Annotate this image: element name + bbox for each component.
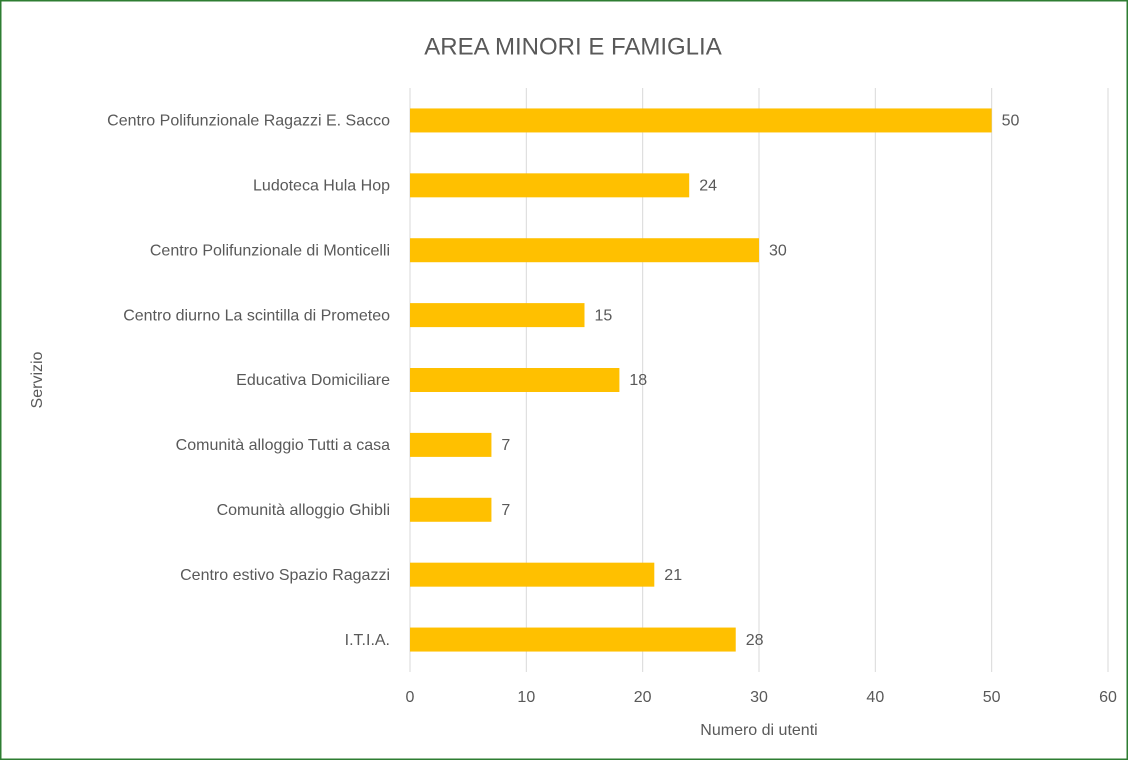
bar — [410, 368, 620, 392]
x-tick-label: 60 — [1099, 689, 1117, 706]
bar — [410, 627, 736, 652]
y-tick-label: I.T.I.A. — [345, 632, 390, 649]
bar — [410, 303, 585, 328]
x-tick-label: 50 — [983, 689, 1001, 706]
x-tick-label: 10 — [517, 689, 535, 706]
data-label: 28 — [746, 632, 764, 649]
y-tick-label: Comunità alloggio Tutti a casa — [176, 437, 390, 454]
bar — [410, 562, 655, 587]
y-tick-label: Centro Polifunzionale di Monticelli — [150, 242, 390, 259]
bar — [410, 238, 759, 263]
data-label: 50 — [1002, 113, 1020, 130]
bar — [410, 173, 690, 198]
y-tick-label: Educativa Domiciliare — [236, 372, 390, 389]
bar — [410, 432, 492, 457]
bar — [410, 108, 992, 133]
y-axis-label: Servizio — [29, 351, 46, 408]
x-tick-label: 20 — [634, 689, 652, 706]
chart-title: AREA MINORI E FAMIGLIA — [424, 33, 721, 60]
data-label: 21 — [664, 567, 682, 584]
y-tick-label: Comunità alloggio Ghibli — [217, 502, 390, 519]
data-label: 7 — [501, 437, 510, 454]
data-label: 30 — [769, 242, 787, 259]
bar — [410, 497, 492, 522]
y-tick-label: Ludoteca Hula Hop — [253, 178, 390, 195]
data-label: 15 — [595, 307, 613, 324]
data-label: 24 — [699, 178, 717, 195]
x-tick-label: 30 — [750, 689, 768, 706]
y-tick-label: Centro Polifunzionale Ragazzi E. Sacco — [107, 113, 390, 130]
x-tick-label: 0 — [406, 689, 415, 706]
y-tick-label: Centro diurno La scintilla di Prometeo — [123, 307, 390, 324]
y-tick-label: Centro estivo Spazio Ragazzi — [180, 567, 390, 584]
data-label: 7 — [501, 502, 510, 519]
x-axis-label: Numero di utenti — [700, 722, 817, 739]
data-label: 18 — [629, 372, 647, 389]
x-tick-label: 40 — [866, 689, 884, 706]
